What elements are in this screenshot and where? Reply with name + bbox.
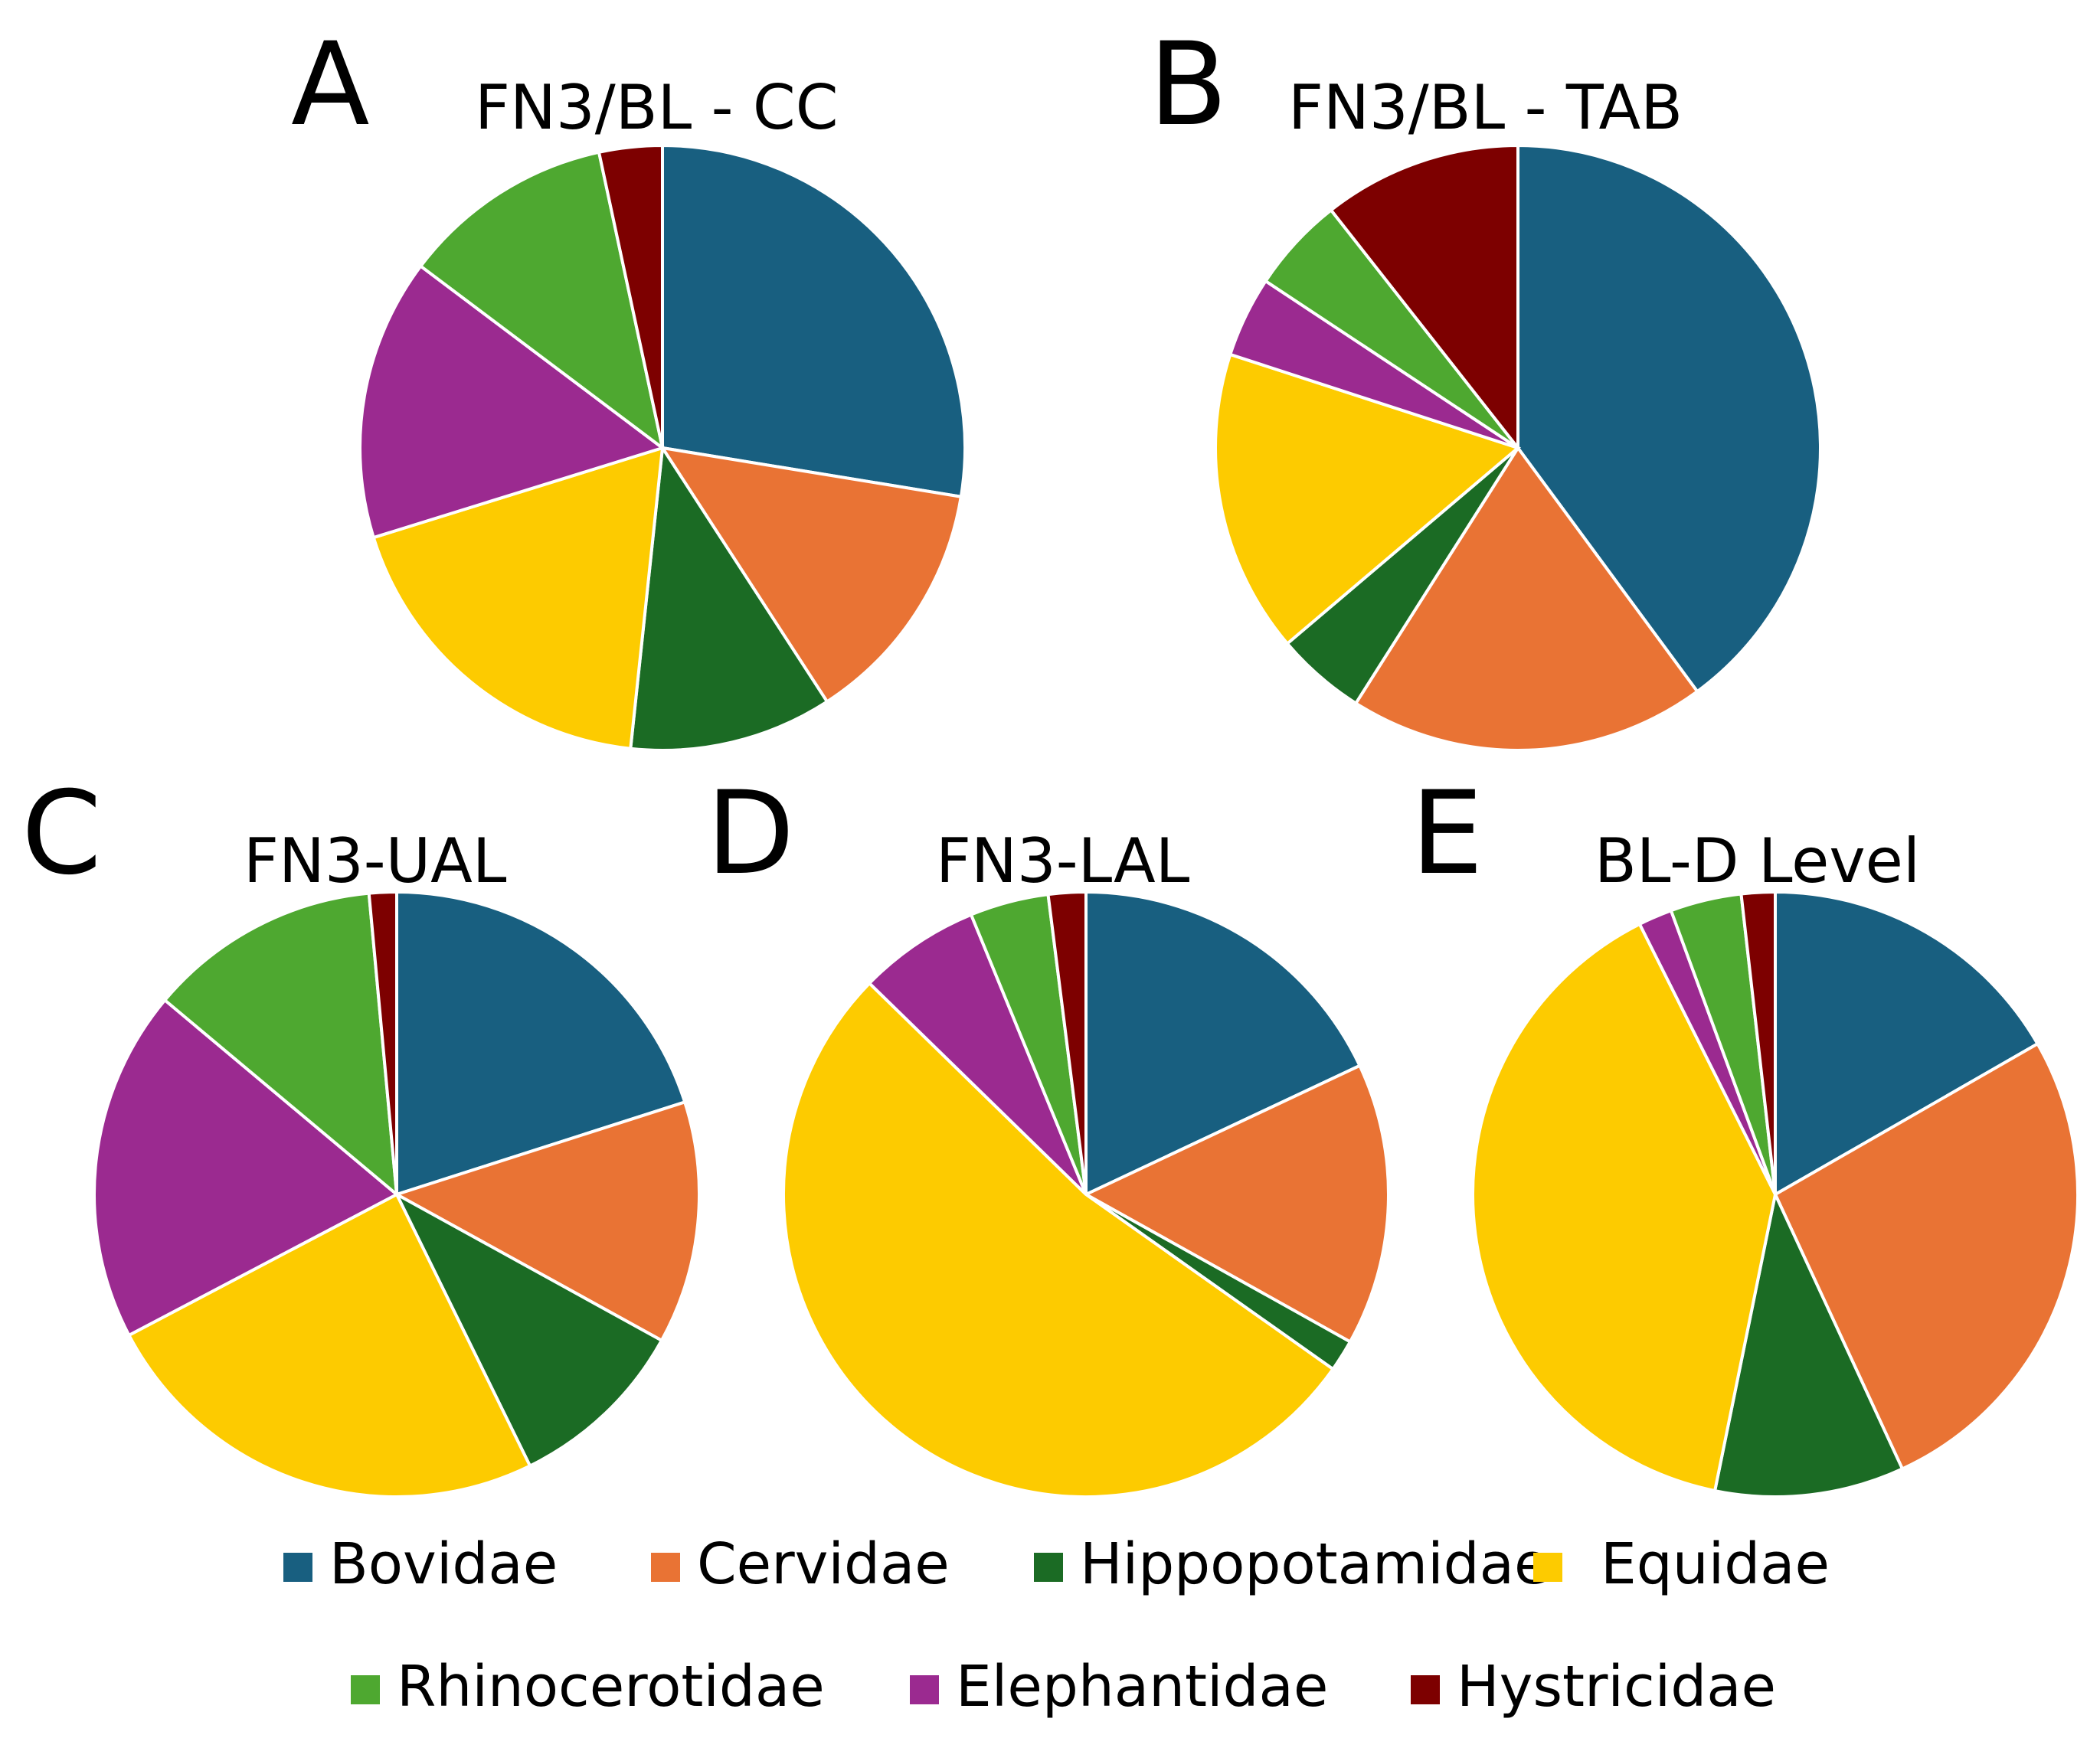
pie-d <box>782 890 1390 1499</box>
pie-b-slice-cervidae <box>1353 445 1699 752</box>
panel-title-e: BL-D Level <box>1595 825 1920 897</box>
legend-label-cervidae: Cervidae <box>697 1531 950 1597</box>
pie-d-slice-cervidae <box>1082 1063 1390 1344</box>
pie-c-slice-hippopotamidae <box>393 1191 664 1469</box>
pie-e-slice-cervidae <box>1773 1041 2079 1472</box>
legend-label-elephantidae: Elephantidae <box>956 1654 1328 1720</box>
panel-c: C FN3-UAL <box>21 767 701 1498</box>
pie-e-slice-bovidae <box>1774 890 2040 1197</box>
legend-swatch-hippopotamidae <box>1034 1553 1063 1582</box>
panel-b: B FN3/BL - TAB <box>1149 18 1822 752</box>
pie-a-slice-rhinocerotidae <box>418 150 666 452</box>
pie-a-slice-cervidae <box>659 446 963 704</box>
panel-d: D FN3-LAL <box>706 767 1390 1499</box>
panel-a: A FN3/BL - CC <box>291 18 967 752</box>
pie-a-slice-hippopotamidae <box>629 443 829 752</box>
pie-a <box>358 143 967 752</box>
legend-swatch-bovidae <box>283 1553 312 1582</box>
pie-c-slice-cervidae <box>392 1099 701 1343</box>
legend-swatch-hystricidae <box>1411 1675 1440 1704</box>
pie-d-slice-elephantidae <box>867 912 1088 1196</box>
pie-c-slice-hystricidae <box>367 890 398 1195</box>
pie-c-slice-rhinocerotidae <box>162 891 399 1198</box>
panel-e: E BL-D Level <box>1411 767 2079 1498</box>
pie-e-slice-hippopotamidae <box>1712 1189 1905 1498</box>
pie-e-slice-hystricidae <box>1739 890 1777 1195</box>
pie-d-slice-bovidae <box>1084 890 1362 1197</box>
legend-swatch-equidae <box>1533 1553 1562 1582</box>
pie-d-slice-equidae <box>782 981 1336 1499</box>
panel-letter-b: B <box>1149 18 1228 152</box>
panel-title-a: FN3/BL - CC <box>475 72 839 143</box>
legend-label-rhinocerotidae: Rhinocerotidae <box>397 1654 825 1720</box>
legend: Bovidae Cervidae Hippopotamidae Equidae Rhin… <box>283 1531 1830 1720</box>
pie-b <box>1214 143 1822 752</box>
legend-swatch-cervidae <box>651 1553 680 1582</box>
pie-d-slice-hystricidae <box>1046 890 1088 1195</box>
pie-b-slice-bovidae <box>1516 143 1822 694</box>
pie-a-slice-elephantidae <box>358 263 666 540</box>
pie-c-slice-equidae <box>126 1192 532 1498</box>
pie-e <box>1471 890 2079 1498</box>
legend-swatch-rhinocerotidae <box>351 1675 380 1704</box>
legend-label-hystricidae: Hystricidae <box>1457 1654 1776 1720</box>
legend-swatch-elephantidae <box>910 1675 939 1704</box>
panel-letter-d: D <box>706 767 795 900</box>
panel-title-b: FN3/BL - TAB <box>1288 72 1683 143</box>
panel-letter-a: A <box>291 18 370 152</box>
pie-c <box>93 890 701 1498</box>
legend-label-equidae: Equidae <box>1601 1531 1830 1597</box>
pie-c-slice-bovidae <box>395 890 687 1197</box>
panel-letter-c: C <box>21 767 102 900</box>
panel-letter-e: E <box>1411 767 1483 900</box>
pie-b-slice-hystricidae <box>1329 143 1519 453</box>
panel-title-c: FN3-UAL <box>244 825 507 897</box>
pie-b-slice-equidae <box>1214 352 1522 646</box>
pie-a-slice-bovidae <box>661 143 967 499</box>
panel-title-d: FN3-LAL <box>936 825 1190 897</box>
pie-e-slice-equidae <box>1471 922 1778 1493</box>
pie-c-slice-elephantidae <box>93 998 400 1338</box>
legend-label-bovidae: Bovidae <box>329 1531 558 1597</box>
pie-a-slice-hystricidae <box>597 143 664 449</box>
pie-a-slice-equidae <box>371 446 665 750</box>
legend-label-hippopotamidae: Hippopotamidae <box>1080 1531 1549 1597</box>
